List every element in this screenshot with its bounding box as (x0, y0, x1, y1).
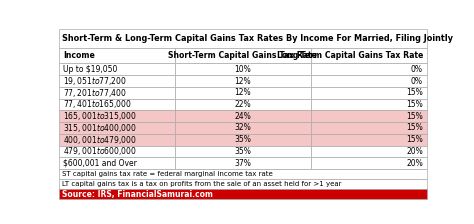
Text: 15%: 15% (406, 88, 423, 97)
Text: Short-Term & Long-Term Capital Gains Tax Rates By Income For Married, Filing Joi: Short-Term & Long-Term Capital Gains Tax… (62, 34, 453, 43)
Text: 15%: 15% (406, 112, 423, 121)
Bar (59, 134, 175, 146)
Text: 35%: 35% (235, 135, 251, 144)
Bar (59, 87, 175, 99)
Text: 24%: 24% (235, 112, 251, 121)
Text: Source: IRS, FinancialSamurai.com: Source: IRS, FinancialSamurai.com (62, 190, 213, 199)
Bar (59, 75, 175, 87)
Bar (59, 122, 175, 134)
Text: Long-Term Capital Gains Tax Rate: Long-Term Capital Gains Tax Rate (276, 51, 423, 60)
Text: $479,001 to $600,000: $479,001 to $600,000 (63, 145, 137, 157)
Text: LT capital gains tax is a tax on profits from the sale of an asset held for >1 y: LT capital gains tax is a tax on profits… (62, 181, 342, 187)
Text: 15%: 15% (406, 123, 423, 132)
Bar (175, 87, 311, 99)
Bar (311, 146, 427, 157)
Text: 32%: 32% (235, 123, 251, 132)
Bar (175, 99, 311, 110)
Bar (59, 29, 427, 48)
Text: 35%: 35% (235, 147, 251, 156)
Text: 0%: 0% (411, 65, 423, 74)
Bar (59, 99, 175, 110)
Bar (59, 110, 175, 122)
Text: Short-Term Capital Gains Tax Rate: Short-Term Capital Gains Tax Rate (168, 51, 318, 60)
Text: $77,401 to $165,000: $77,401 to $165,000 (63, 99, 132, 110)
Bar (175, 122, 311, 134)
Text: 12%: 12% (235, 88, 251, 97)
Bar (59, 189, 427, 199)
Bar (175, 157, 311, 169)
Bar (175, 134, 311, 146)
Text: 10%: 10% (235, 65, 251, 74)
Bar (175, 146, 311, 157)
Bar (311, 157, 427, 169)
Text: $165,001 to $315,000: $165,001 to $315,000 (63, 110, 137, 122)
Bar (311, 48, 427, 63)
Bar (175, 48, 311, 63)
Text: 15%: 15% (406, 135, 423, 144)
Bar (311, 63, 427, 75)
Bar (311, 99, 427, 110)
Text: ST capital gains tax rate = federal marginal income tax rate: ST capital gains tax rate = federal marg… (62, 171, 273, 177)
Bar (311, 87, 427, 99)
Bar (59, 48, 175, 63)
Text: 22%: 22% (235, 100, 251, 109)
Bar (175, 63, 311, 75)
Text: 0%: 0% (411, 77, 423, 86)
Bar (311, 110, 427, 122)
Bar (59, 179, 427, 189)
Text: $19,051 to $77,200: $19,051 to $77,200 (63, 75, 127, 87)
Text: $315,001 to $400,000: $315,001 to $400,000 (63, 122, 137, 134)
Text: 20%: 20% (406, 147, 423, 156)
Bar (311, 122, 427, 134)
Bar (59, 169, 427, 179)
Text: 12%: 12% (235, 77, 251, 86)
Text: $400,001 to $479,000: $400,001 to $479,000 (63, 134, 137, 146)
Text: Income: Income (63, 51, 95, 60)
Text: 15%: 15% (406, 100, 423, 109)
Bar (311, 134, 427, 146)
Text: 20%: 20% (406, 159, 423, 168)
Bar (59, 146, 175, 157)
Bar (311, 75, 427, 87)
Bar (175, 110, 311, 122)
Bar (59, 63, 175, 75)
Text: $77,201 to $77,400: $77,201 to $77,400 (63, 87, 127, 99)
Text: Up to $19,050: Up to $19,050 (63, 65, 117, 74)
Text: $600,001 and Over: $600,001 and Over (63, 159, 137, 168)
Bar (175, 75, 311, 87)
Text: 37%: 37% (235, 159, 251, 168)
Bar (59, 157, 175, 169)
